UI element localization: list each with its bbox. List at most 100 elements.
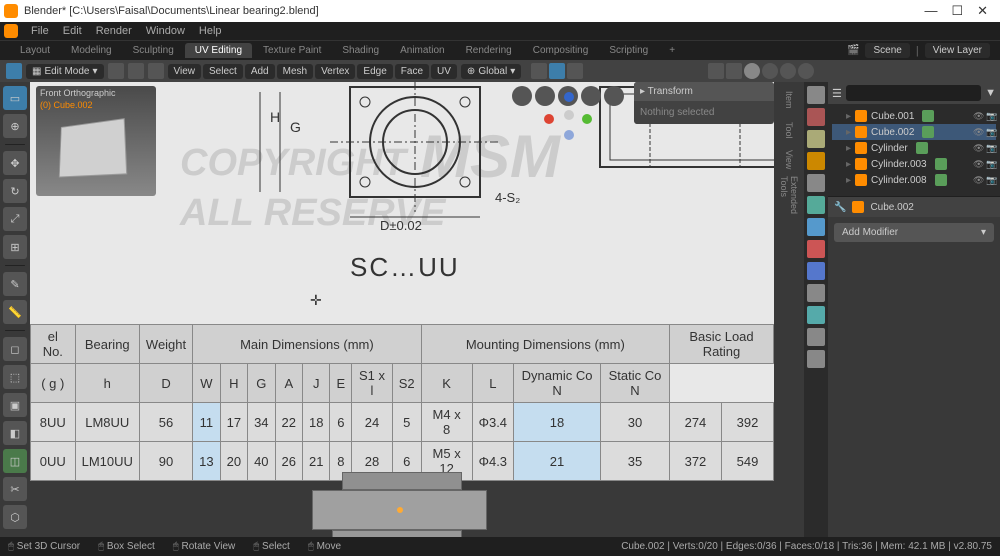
vertex-select-icon[interactable] — [108, 63, 124, 79]
chevron-down-icon: ▾ — [92, 66, 97, 77]
menu-file[interactable]: File — [24, 25, 56, 37]
proptab-0[interactable] — [807, 86, 825, 104]
scale-tool[interactable]: ⤢ — [3, 207, 27, 231]
proptab-10[interactable] — [807, 306, 825, 324]
orientation-selector[interactable]: ⊕Global▾ — [461, 64, 521, 79]
viewmenu-face[interactable]: Face — [395, 64, 429, 79]
add-modifier-button[interactable]: Add Modifier▾ — [834, 223, 994, 242]
bevel-tool[interactable]: ◧ — [3, 421, 27, 445]
drawing-title: SC…UU — [350, 252, 460, 283]
overlay-icon[interactable] — [708, 63, 724, 79]
proptab-2[interactable] — [807, 130, 825, 148]
viewmenu-vertex[interactable]: Vertex — [315, 64, 355, 79]
viewlayer-field[interactable]: View Layer — [925, 43, 990, 58]
item-tab[interactable]: Item — [778, 86, 800, 114]
transform-tool[interactable]: ⊞ — [3, 235, 27, 259]
measure-tool[interactable]: 📏 — [3, 300, 27, 324]
loopcut-tool[interactable]: ◫ — [3, 449, 27, 473]
viewmenu-mesh[interactable]: Mesh — [277, 64, 313, 79]
close-button[interactable]: ✕ — [977, 3, 988, 19]
3d-viewport[interactable]: COPYRIGHT ALL RESERVE MSM G H D±0.02 — [30, 82, 774, 537]
tab-texture-paint[interactable]: Texture Paint — [253, 43, 331, 58]
minimize-button[interactable]: — — [924, 3, 937, 19]
shading5-icon[interactable] — [798, 63, 814, 79]
viewmenu-uv[interactable]: UV — [431, 64, 457, 79]
view-tab[interactable]: View — [778, 146, 800, 174]
tab-rendering[interactable]: Rendering — [456, 43, 522, 58]
proptab-12[interactable] — [807, 350, 825, 368]
shading4-icon[interactable] — [780, 63, 796, 79]
cursor-tool[interactable]: ⊕ — [3, 114, 27, 138]
snap-icon[interactable] — [531, 63, 547, 79]
transform-header[interactable]: ▸ Transform — [634, 82, 774, 101]
tab-modeling[interactable]: Modeling — [61, 43, 122, 58]
addcube-tool[interactable]: ◻ — [3, 337, 27, 361]
shading2-icon[interactable] — [744, 63, 760, 79]
poly-tool[interactable]: ⬡ — [3, 505, 27, 529]
menu-render[interactable]: Render — [89, 25, 139, 37]
proptab-3[interactable] — [807, 152, 825, 170]
menu-window[interactable]: Window — [139, 25, 192, 37]
viewmenu-edge[interactable]: Edge — [357, 64, 392, 79]
inset-tool[interactable]: ▣ — [3, 393, 27, 417]
viewmenu-view[interactable]: View — [168, 64, 202, 79]
tool-tab[interactable]: Tool — [778, 116, 800, 144]
status-hint: 🖱 Move — [308, 541, 341, 552]
tree-item[interactable]: ▸Cube.001👁📷 — [832, 108, 996, 124]
proptab-11[interactable] — [807, 328, 825, 346]
editor-type-icon[interactable] — [6, 63, 22, 79]
3d-model[interactable] — [312, 472, 487, 537]
svg-text:4-S₂: 4-S₂ — [495, 190, 520, 205]
tab-+[interactable]: + — [659, 43, 685, 58]
face-select-icon[interactable] — [148, 63, 164, 79]
proptab-5[interactable] — [807, 196, 825, 214]
axis-gizmo[interactable] — [544, 90, 594, 140]
extended-tab[interactable]: Extended Tools — [778, 176, 800, 236]
tab-sculpting[interactable]: Sculpting — [123, 43, 184, 58]
status-bar: 🖱 Set 3D Cursor🖱 Box Select🖱 Rotate View… — [0, 537, 1000, 556]
tree-item[interactable]: ▸Cylinder.008👁📷 — [832, 172, 996, 188]
proptab-9[interactable] — [807, 284, 825, 302]
wrench-icon: 🔧 — [834, 202, 846, 213]
left-toolbar: ▭ ⊕ ✥ ↻ ⤢ ⊞ ✎ 📏 ◻ ⬚ ▣ ◧ ◫ ✂ ⬡ — [0, 82, 30, 537]
shading1-icon[interactable] — [726, 63, 742, 79]
tab-animation[interactable]: Animation — [390, 43, 454, 58]
tree-item[interactable]: ▸Cube.002👁📷 — [832, 124, 996, 140]
options-icon[interactable] — [567, 63, 583, 79]
tree-item[interactable]: ▸Cylinder.003👁📷 — [832, 156, 996, 172]
select-box-tool[interactable]: ▭ — [3, 86, 27, 110]
filter-icon[interactable]: ▼ — [985, 87, 996, 99]
vp-camera-icon[interactable] — [604, 86, 624, 106]
proptab-1[interactable] — [807, 108, 825, 126]
outliner-icon[interactable]: ☰ — [832, 87, 842, 100]
svg-text:H: H — [270, 109, 280, 125]
vp-icon1[interactable] — [512, 86, 532, 106]
blender-icon[interactable] — [4, 24, 18, 38]
knife-tool[interactable]: ✂ — [3, 477, 27, 501]
scene-field[interactable]: Scene — [865, 43, 909, 58]
menu-help[interactable]: Help — [192, 25, 229, 37]
annotate-tool[interactable]: ✎ — [3, 272, 27, 296]
menu-edit[interactable]: Edit — [56, 25, 89, 37]
tab-compositing[interactable]: Compositing — [523, 43, 599, 58]
edge-select-icon[interactable] — [128, 63, 144, 79]
tab-scripting[interactable]: Scripting — [599, 43, 658, 58]
proptab-7[interactable] — [807, 240, 825, 258]
tab-shading[interactable]: Shading — [332, 43, 389, 58]
tab-uv-editing[interactable]: UV Editing — [185, 43, 252, 58]
viewmenu-select[interactable]: Select — [203, 64, 243, 79]
proportional-icon[interactable] — [549, 63, 565, 79]
proptab-6[interactable] — [807, 218, 825, 236]
mode-selector[interactable]: ▦ Edit Mode ▾ — [26, 64, 104, 79]
tree-item[interactable]: ▸Cylinder👁📷 — [832, 140, 996, 156]
shading3-icon[interactable] — [762, 63, 778, 79]
move-tool[interactable]: ✥ — [3, 151, 27, 175]
extrude-tool[interactable]: ⬚ — [3, 365, 27, 389]
rotate-tool[interactable]: ↻ — [3, 179, 27, 203]
outliner-search[interactable] — [846, 85, 981, 101]
maximize-button[interactable]: ☐ — [951, 3, 963, 19]
proptab-4[interactable] — [807, 174, 825, 192]
tab-layout[interactable]: Layout — [10, 43, 60, 58]
viewmenu-add[interactable]: Add — [245, 64, 275, 79]
proptab-8[interactable] — [807, 262, 825, 280]
